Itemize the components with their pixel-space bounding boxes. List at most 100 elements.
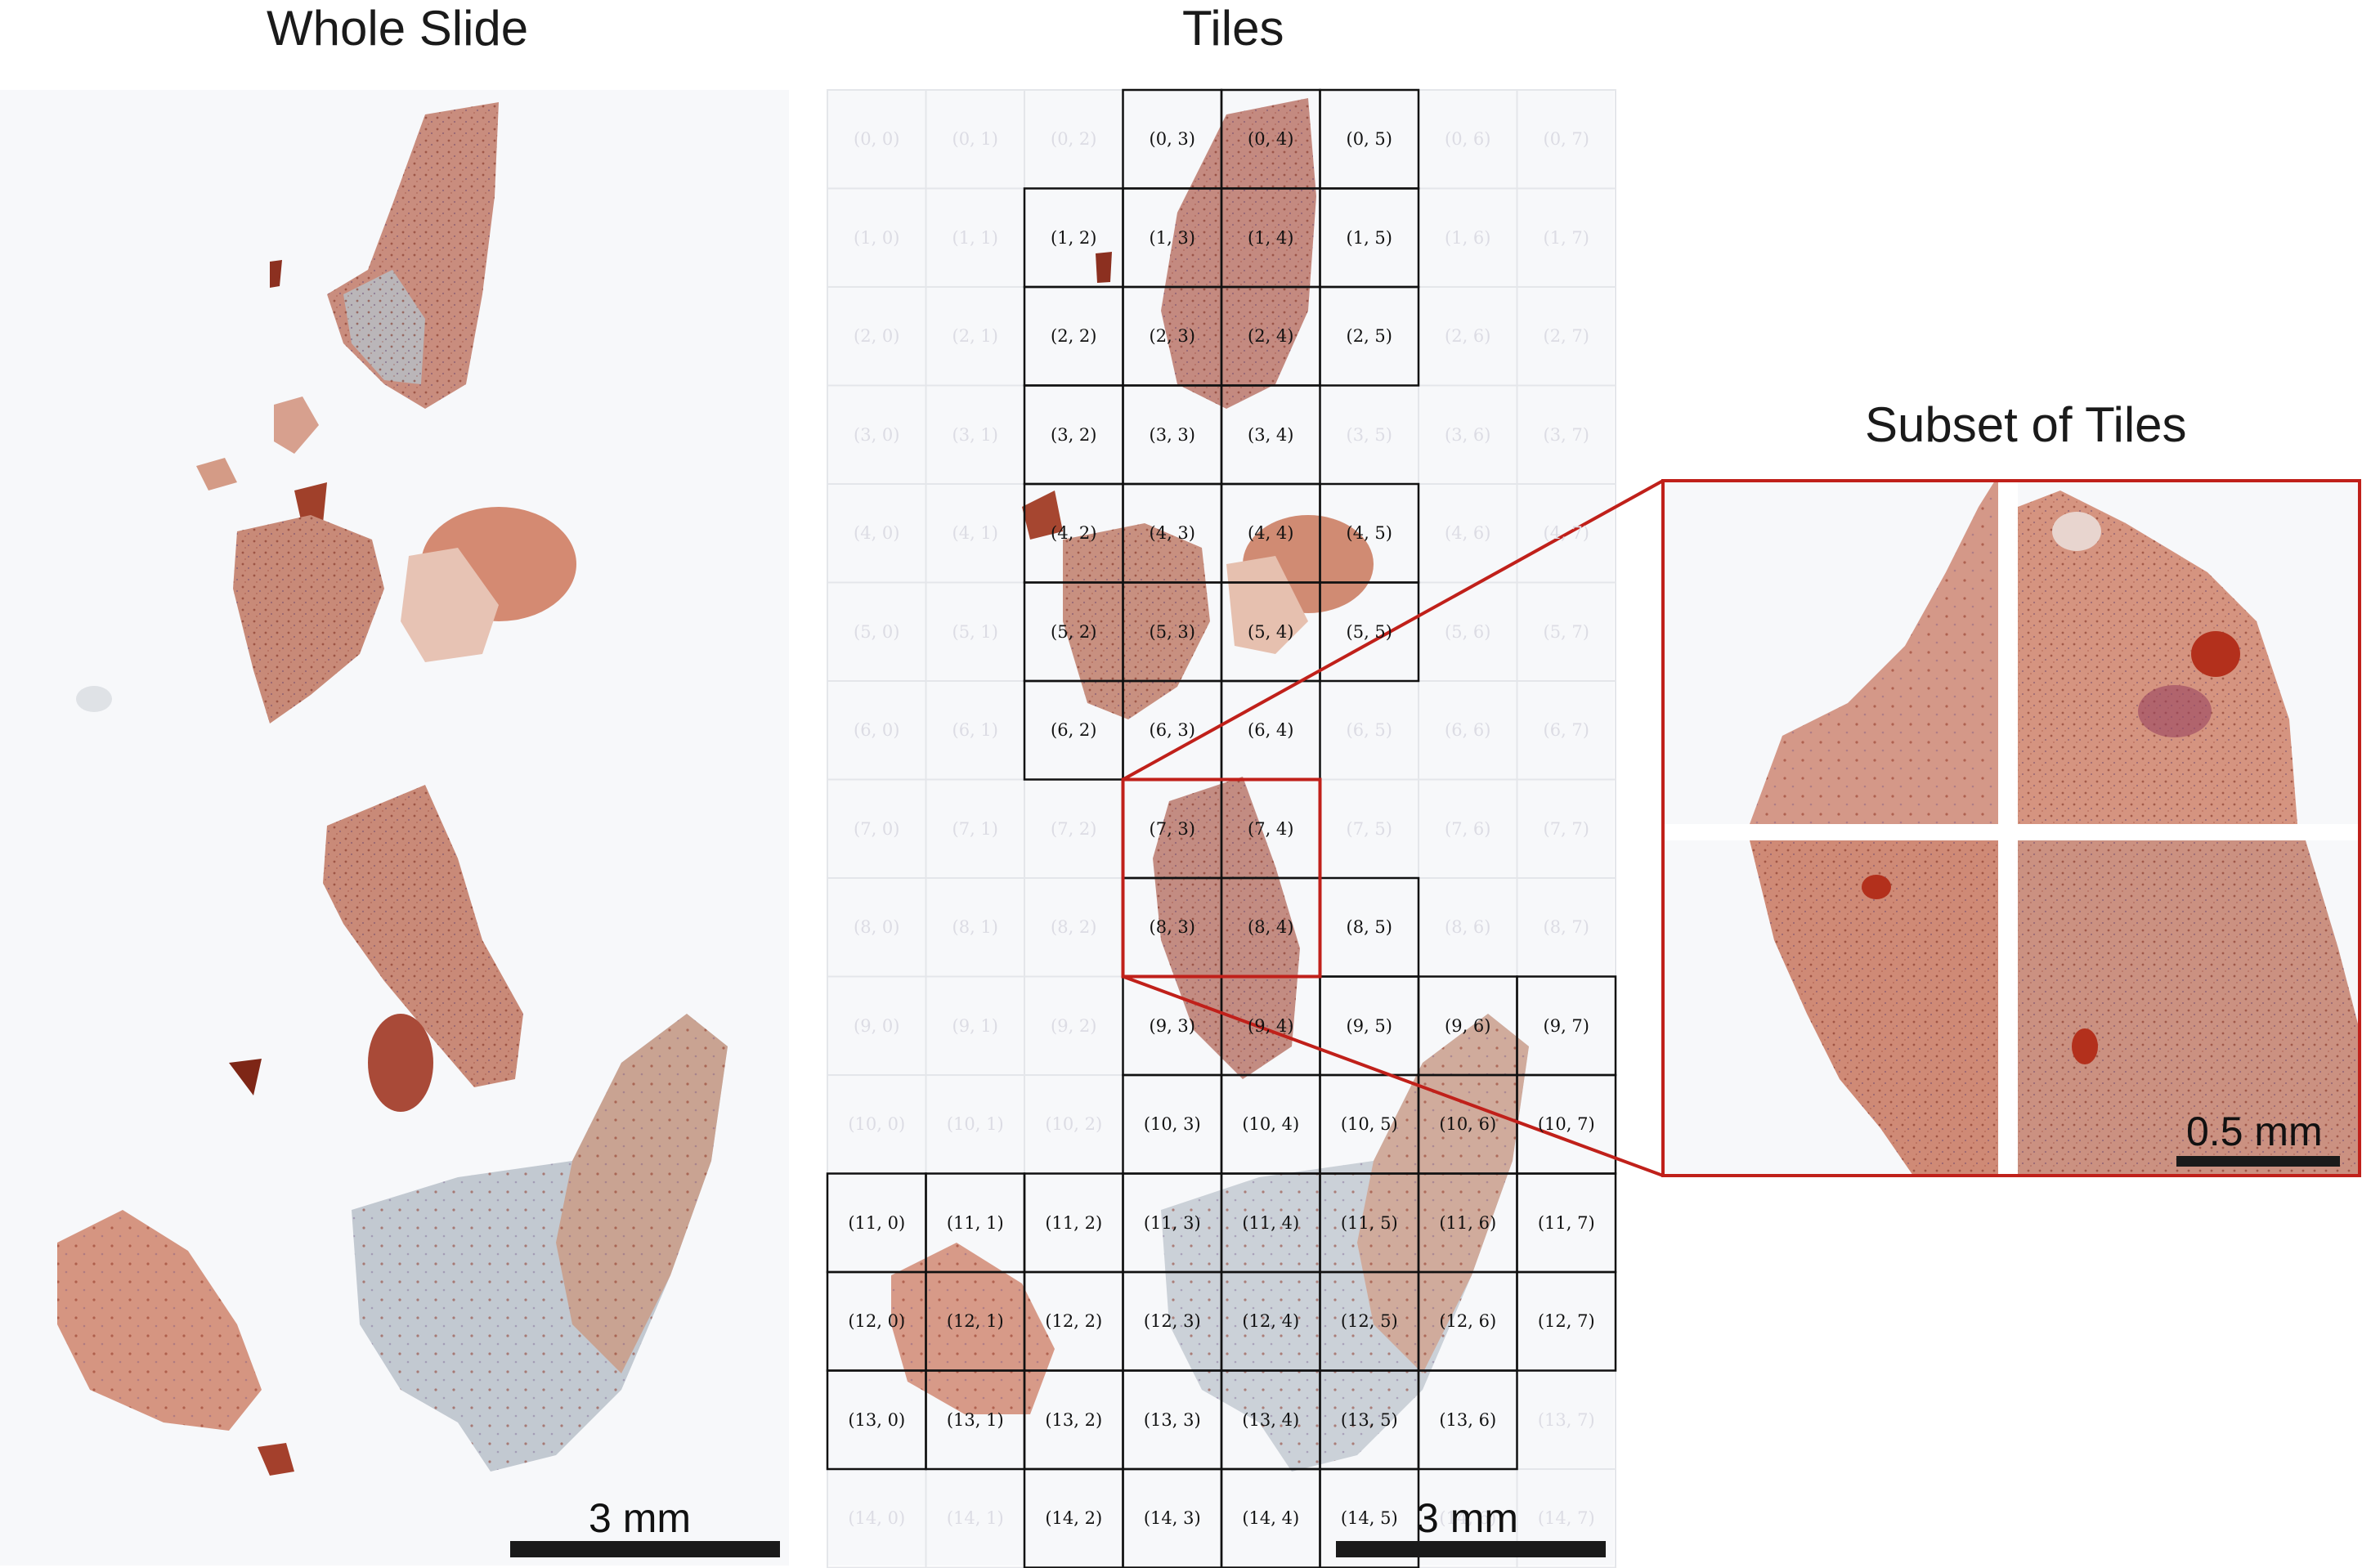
tile-label: (14, 4) [1242, 1508, 1300, 1529]
tile-label: (9, 5) [1346, 1015, 1392, 1036]
tile-label: (2, 4) [1248, 326, 1294, 347]
tile-label: (11, 3) [1143, 1212, 1201, 1233]
tile-label: (14, 6) [1439, 1508, 1497, 1529]
tile-label: (3, 7) [1543, 424, 1589, 445]
tile-label: (9, 1) [952, 1015, 998, 1036]
tile-label: (6, 1) [952, 720, 998, 741]
callout-line [1122, 479, 1664, 782]
tile-label: (11, 0) [848, 1212, 906, 1233]
tile-grid [826, 88, 1617, 1568]
tile-label: (0, 3) [1149, 129, 1195, 150]
tile-label: (5, 5) [1346, 621, 1392, 642]
tile-label: (4, 7) [1543, 523, 1589, 544]
tile-label: (12, 0) [848, 1311, 906, 1332]
tile-label: (14, 2) [1045, 1508, 1103, 1529]
callout-line [1122, 974, 1664, 1177]
tile-label: (12, 5) [1340, 1311, 1398, 1332]
tile-label: (11, 7) [1537, 1212, 1595, 1233]
tile-label: (7, 1) [952, 818, 998, 839]
tile-label: (4, 1) [952, 523, 998, 544]
scalebar-tiles [1336, 1541, 1606, 1557]
tile-label: (8, 5) [1346, 917, 1392, 938]
tile-label: (10, 2) [1045, 1114, 1103, 1135]
tile-label: (14, 1) [946, 1508, 1004, 1529]
tile-label: (6, 7) [1543, 720, 1589, 741]
tile-label: (0, 4) [1248, 129, 1294, 150]
tile-label: (8, 6) [1445, 917, 1491, 938]
tile-label: (12, 7) [1537, 1311, 1595, 1332]
tile-label: (9, 4) [1248, 1015, 1294, 1036]
tile-label: (2, 1) [952, 326, 998, 347]
tile-label: (0, 5) [1346, 129, 1392, 150]
tile-label: (6, 4) [1248, 720, 1294, 741]
tile-label: (14, 0) [848, 1508, 906, 1529]
tile-label: (3, 2) [1051, 424, 1097, 445]
tile-label: (1, 2) [1051, 227, 1097, 248]
tile-label: (2, 3) [1149, 326, 1195, 347]
tile-label: (5, 4) [1248, 621, 1294, 642]
tile-label: (5, 1) [952, 621, 998, 642]
tile-label: (2, 7) [1543, 326, 1589, 347]
tile-label: (5, 6) [1445, 621, 1491, 642]
tile-label: (3, 4) [1248, 424, 1294, 445]
tile-label: (9, 0) [854, 1015, 900, 1036]
tile-label: (9, 3) [1149, 1015, 1195, 1036]
tile-label: (11, 1) [946, 1212, 1004, 1233]
tile-label: (7, 4) [1248, 818, 1294, 839]
tile-label: (10, 6) [1439, 1114, 1497, 1135]
tile-label: (13, 5) [1340, 1409, 1398, 1430]
scalebar-label-whole: 3 mm [589, 1495, 691, 1541]
tile-label: (2, 5) [1346, 326, 1392, 347]
tile-label: (8, 3) [1149, 917, 1195, 938]
tile-label: (2, 0) [854, 326, 900, 347]
tile-label: (10, 4) [1242, 1114, 1300, 1135]
tile-label: (4, 4) [1248, 523, 1294, 544]
tile-label: (12, 4) [1242, 1311, 1300, 1332]
subset-title: Subset of Tiles [1865, 397, 2187, 452]
tile-label: (6, 6) [1445, 720, 1491, 741]
tile-label: (1, 3) [1149, 227, 1195, 248]
tile-label: (8, 1) [952, 917, 998, 938]
tile-label: (0, 7) [1543, 129, 1589, 150]
tile-cell-selected [1319, 581, 1420, 683]
tile-label: (0, 1) [952, 129, 998, 150]
tile-label: (4, 2) [1051, 523, 1097, 544]
tile-label: (14, 5) [1340, 1508, 1398, 1529]
subset-frame [1661, 479, 2361, 1177]
tile-label: (12, 3) [1143, 1311, 1201, 1332]
whole-slide-image [0, 90, 789, 1566]
tile-label: (5, 7) [1543, 621, 1589, 642]
scalebar-subset [2176, 1156, 2340, 1167]
tile-label: (7, 3) [1149, 818, 1195, 839]
scalebar-label-subset: 0.5 mm [2186, 1109, 2323, 1154]
tile-label: (13, 1) [946, 1409, 1004, 1430]
tile-label: (6, 0) [854, 720, 900, 741]
tile-label: (5, 0) [854, 621, 900, 642]
tile-label: (11, 5) [1340, 1212, 1398, 1233]
tile-label: (3, 3) [1149, 424, 1195, 445]
tile-label: (10, 0) [848, 1114, 906, 1135]
tile-label: (3, 6) [1445, 424, 1491, 445]
tile-label: (4, 6) [1445, 523, 1491, 544]
tile-label: (6, 2) [1051, 720, 1097, 741]
tile-label: (13, 6) [1439, 1409, 1497, 1430]
tile-label: (7, 5) [1346, 818, 1392, 839]
tile-label: (10, 5) [1340, 1114, 1398, 1135]
tile-label: (0, 6) [1445, 129, 1491, 150]
tile-label: (11, 6) [1439, 1212, 1497, 1233]
tile-label: (13, 3) [1143, 1409, 1201, 1430]
tile-label: (1, 1) [952, 227, 998, 248]
tile-label: (3, 5) [1346, 424, 1392, 445]
tile-label: (8, 2) [1051, 917, 1097, 938]
tile-label: (6, 5) [1346, 720, 1392, 741]
tile-label: (1, 4) [1248, 227, 1294, 248]
tile-label: (14, 3) [1143, 1508, 1201, 1529]
tile-label: (7, 2) [1051, 818, 1097, 839]
tile-label: (1, 6) [1445, 227, 1491, 248]
tile-label: (2, 2) [1051, 326, 1097, 347]
tile-label: (7, 0) [854, 818, 900, 839]
tile-label: (2, 6) [1445, 326, 1491, 347]
tile-label: (12, 1) [946, 1311, 1004, 1332]
scalebar-whole [510, 1541, 780, 1557]
